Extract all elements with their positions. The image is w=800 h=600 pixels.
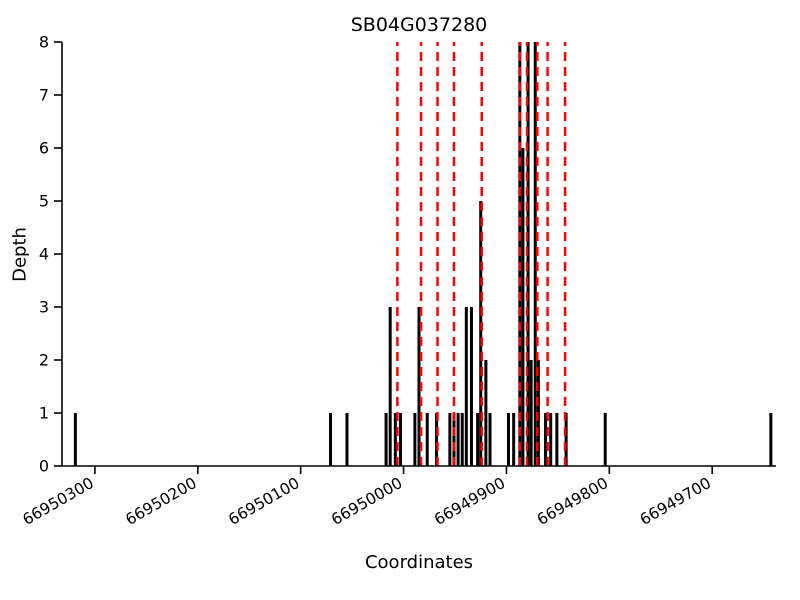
y-tick-label: 5 bbox=[39, 192, 49, 211]
x-axis-label: Coordinates bbox=[364, 552, 474, 573]
y-tick-label: 3 bbox=[39, 298, 49, 317]
x-tick-label: 66950300 bbox=[20, 474, 97, 529]
y-tick-label: 6 bbox=[39, 139, 49, 158]
x-tick-label: 66950200 bbox=[122, 474, 199, 529]
y-tick-label: 2 bbox=[39, 351, 49, 370]
y-tick-label: 8 bbox=[39, 33, 49, 52]
x-tick-label: 66950000 bbox=[328, 474, 405, 529]
x-tick-label: 66950100 bbox=[225, 474, 302, 529]
y-tick-label: 7 bbox=[39, 86, 49, 105]
y-tick-label: 4 bbox=[39, 245, 49, 264]
x-tick-label: 66949800 bbox=[534, 474, 611, 529]
y-tick-label: 0 bbox=[39, 457, 49, 476]
x-tick-label: 66949900 bbox=[431, 474, 508, 529]
y-tick-label: 1 bbox=[39, 404, 49, 423]
x-tick-label: 66949700 bbox=[637, 474, 714, 529]
chart-title: SB04G037280 bbox=[350, 14, 488, 36]
